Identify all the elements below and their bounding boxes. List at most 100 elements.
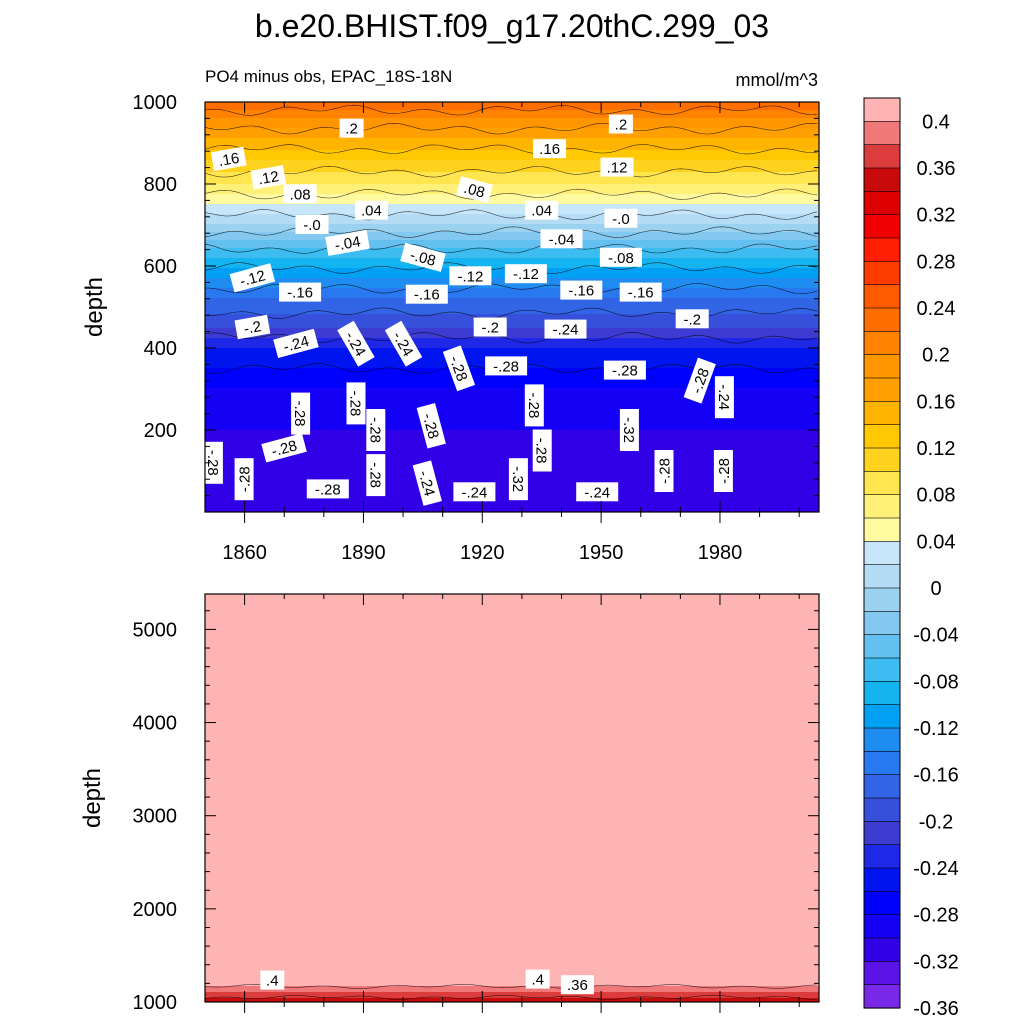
contour-label: .04 [525,200,559,220]
field-strip [205,814,819,817]
field-strip [205,256,819,259]
field-strip [205,292,819,295]
field-strip [205,508,819,511]
svg-text:.08: .08 [462,180,487,202]
colorbar-swatch [863,97,901,122]
field-strip [205,982,819,985]
contour-label: -.28 [234,458,254,501]
field-strip [205,306,819,309]
field-strip [205,506,819,509]
colorbar-swatch [863,984,901,1009]
colorbar-swatch [863,891,901,916]
colorbar-swatch [863,564,901,589]
field-strip [205,908,819,911]
contour-line [205,104,818,116]
field-strip [205,998,819,1001]
svg-text:-.04: -.04 [549,231,575,248]
field-strip [205,890,819,893]
colorbar-label: -0.16 [913,765,959,787]
field-strip [205,202,819,205]
field-strip [205,796,819,799]
field-strip [205,900,819,903]
contour-label: .4 [525,969,550,989]
field-strip [205,194,819,197]
colorbar-swatch [863,657,901,682]
colorbar-swatch [863,704,901,729]
x-tick-label: 1950 [579,542,624,564]
field-strip [205,914,819,917]
field-strip [205,806,819,809]
contour-label: -.28 [366,454,386,497]
colorbar-swatch [863,401,901,426]
colorbar-swatch [863,471,901,496]
y-tick-label: 600 [144,256,177,278]
contour-label: -.24 [412,460,442,506]
contour-label: -.28 [306,479,349,499]
field-strip [205,128,819,131]
contour-label: -.28 [603,360,646,380]
field-strip [205,804,819,807]
contour-label: -.08 [599,247,642,267]
field-strip [205,734,819,737]
field-strip [205,448,819,451]
colorbar-label: -0.28 [913,905,959,927]
contour-label: -.24 [453,482,496,502]
field-strip [205,430,819,433]
field-strip [205,742,819,745]
field-strip [205,632,819,635]
field-strip [205,400,819,403]
field-strip [205,726,819,729]
field-strip [205,666,819,669]
field-strip [205,200,819,203]
svg-text:-.28: -.28 [533,438,550,464]
field-strip [205,378,819,381]
field-strip [205,886,819,889]
field-strip [205,220,819,223]
field-strip [205,904,819,907]
field-strip [205,140,819,143]
contour-line [205,122,818,135]
field-strip [205,286,819,289]
field-strip [205,320,819,323]
svg-text:.12: .12 [257,168,280,188]
field-strip [205,236,819,239]
field-strip [205,860,819,863]
field-strip [205,606,819,609]
field-strip [205,612,819,615]
field-strip [205,106,819,109]
field-strip [205,808,819,811]
field-strip [205,344,819,347]
lower-plot-frame [204,593,820,1003]
field-strip [205,662,819,665]
field-strip [205,296,819,299]
field-strip [205,788,819,791]
colorbar-label: 0.12 [917,438,956,460]
svg-text:.08: .08 [290,186,311,203]
contour-label: -.12 [449,266,492,286]
field-strip [205,616,819,619]
field-strip [205,640,819,643]
field-strip [205,720,819,723]
colorbar-swatch [863,751,901,776]
svg-text:-.28: -.28 [419,411,442,440]
colorbar-swatch [863,517,901,542]
upper-y-axis-label: depth [81,277,108,337]
colorbar-label: -0.36 [913,998,959,1020]
field-strip [205,686,819,689]
colorbar-swatch [863,237,901,262]
field-strip [205,192,819,195]
field-strip [205,182,819,185]
field-strip [205,906,819,909]
svg-text:-.2: -.2 [683,311,701,328]
field-strip [205,876,819,879]
field-strip [205,324,819,327]
field-strip [205,342,819,345]
colorbar-label: -0.04 [913,625,959,647]
field-strip [205,610,819,613]
field-strip [205,934,819,937]
field-strip [205,626,819,629]
colorbar-swatch [863,331,901,356]
contour-label: .36 [560,975,594,995]
field-strip [205,594,819,597]
svg-text:.04: .04 [361,203,382,220]
